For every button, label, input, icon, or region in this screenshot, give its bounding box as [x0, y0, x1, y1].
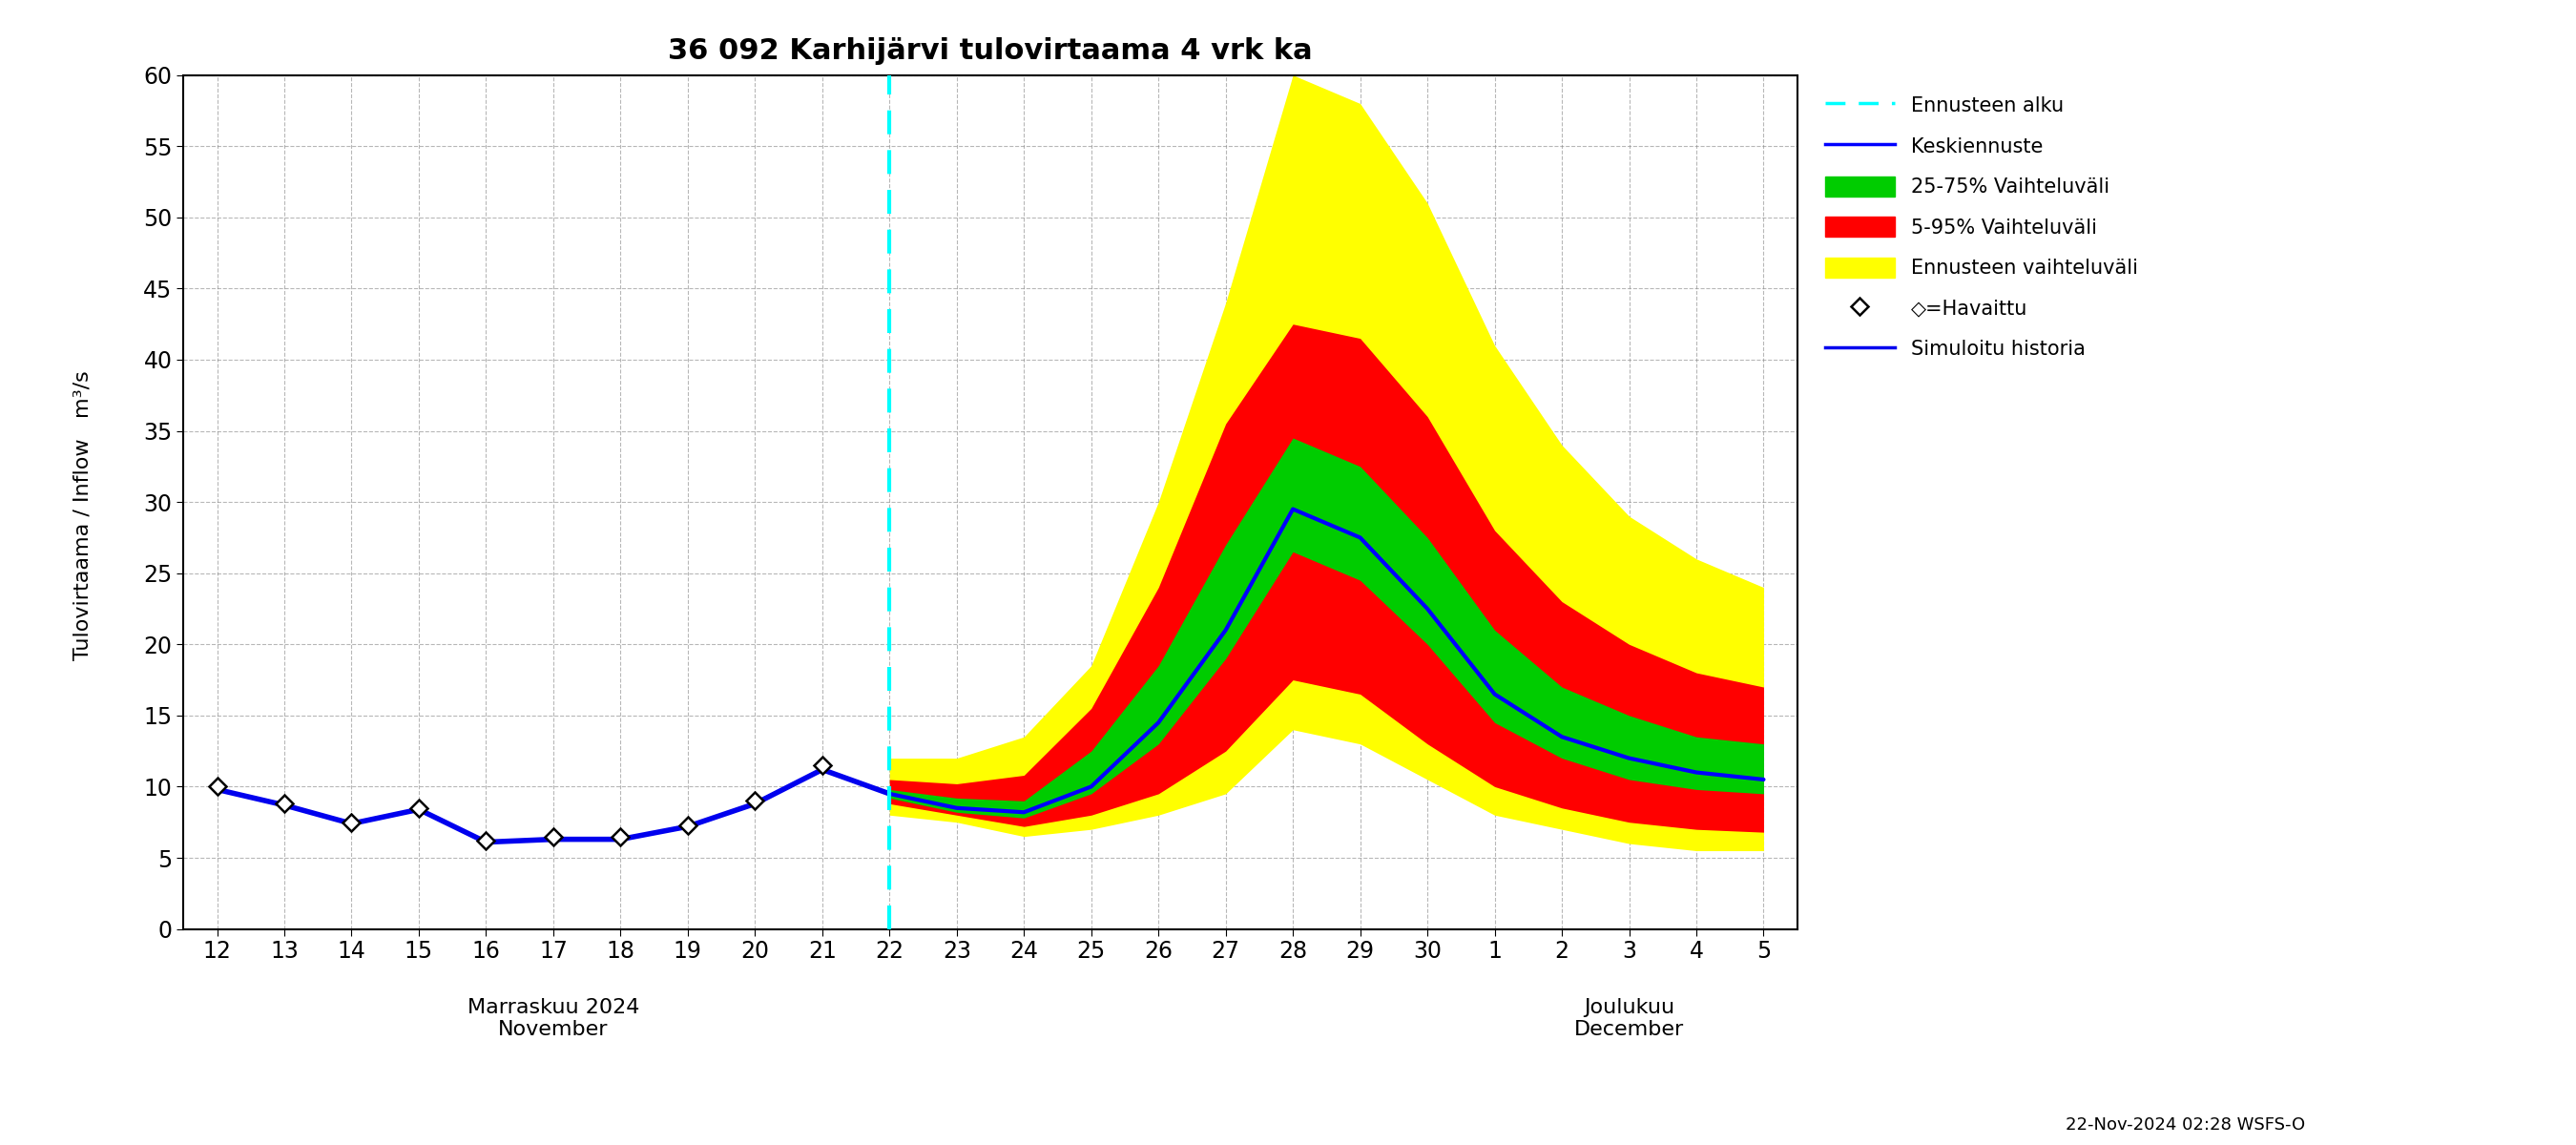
Legend: Ennusteen alku, Keskiennuste, 25-75% Vaihteluväli, 5-95% Vaihteluväli, Ennusteen: Ennusteen alku, Keskiennuste, 25-75% Vai…: [1816, 85, 2148, 369]
Text: Marraskuu 2024
November: Marraskuu 2024 November: [466, 997, 639, 1040]
Text: Joulukuu
December: Joulukuu December: [1574, 997, 1685, 1040]
Text: 22-Nov-2024 02:28 WSFS-O: 22-Nov-2024 02:28 WSFS-O: [2066, 1116, 2306, 1134]
Text: Tulovirtaama / Inflow   m³/s: Tulovirtaama / Inflow m³/s: [72, 370, 93, 661]
Title: 36 092 Karhijärvi tulovirtaama 4 vrk ka: 36 092 Karhijärvi tulovirtaama 4 vrk ka: [667, 37, 1314, 65]
